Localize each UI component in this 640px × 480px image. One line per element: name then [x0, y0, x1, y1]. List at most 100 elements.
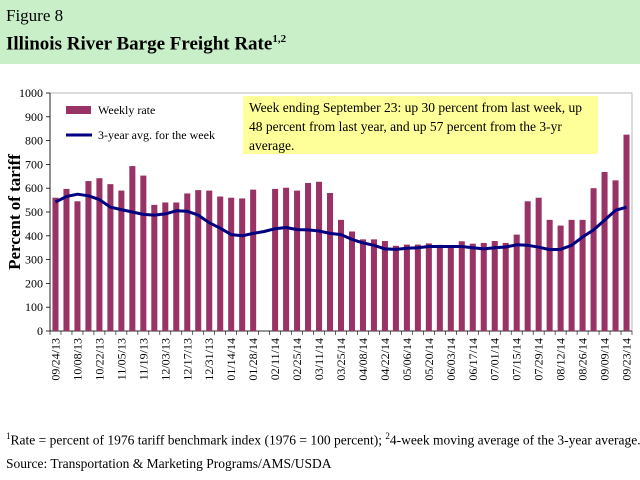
- x-tick-label: 01/28/14: [246, 338, 260, 381]
- bar: [52, 197, 59, 331]
- x-tick-label: 12/03/13: [158, 338, 172, 381]
- x-tick-label: 11/19/13: [136, 338, 150, 380]
- x-tick-label: 02/11/14: [268, 338, 282, 380]
- legend-label-line: 3-year avg. for the week: [98, 128, 215, 142]
- x-tick-label: 10/08/13: [70, 338, 84, 381]
- bar: [612, 180, 619, 331]
- legend: Weekly rate 3-year avg. for the week: [66, 103, 215, 142]
- x-tick-label: 03/25/14: [334, 338, 348, 381]
- x-tick-label: 07/01/14: [488, 338, 502, 381]
- x-tick-label: 03/11/14: [312, 338, 326, 380]
- bar: [63, 188, 70, 331]
- bar: [217, 196, 224, 331]
- x-tick-label: 05/06/14: [400, 338, 414, 381]
- avg-line: [54, 192, 627, 252]
- x-tick-label: 02/25/14: [290, 338, 304, 381]
- bar: [118, 190, 125, 331]
- legend-swatch-bar: [66, 106, 91, 114]
- bar: [272, 188, 279, 331]
- bar: [447, 245, 454, 331]
- bar: [129, 166, 136, 331]
- chart-title-superscript: 1,2: [272, 33, 287, 45]
- x-tick-label: 06/03/14: [444, 338, 458, 381]
- figure-label: Figure 8: [6, 6, 64, 25]
- bar: [316, 181, 323, 331]
- bar: [458, 241, 465, 331]
- x-tick-label: 12/17/13: [180, 338, 194, 381]
- bar: [469, 243, 476, 331]
- x-tick-label: 10/22/13: [92, 338, 106, 381]
- bar: [85, 181, 92, 331]
- source-note: Source: Transportation & Marketing Progr…: [6, 456, 332, 471]
- bar: [502, 242, 509, 331]
- bar: [590, 188, 597, 331]
- bar: [96, 178, 103, 331]
- bar: [403, 244, 410, 331]
- x-tick-label: 04/08/14: [356, 338, 370, 381]
- bar: [381, 241, 388, 331]
- x-tick-label: 09/09/14: [598, 338, 612, 381]
- bar: [513, 234, 520, 331]
- bar: [326, 192, 334, 331]
- footnote-sup-2: 2: [385, 431, 390, 441]
- bar: [524, 201, 531, 331]
- x-tick-label: 06/17/14: [466, 338, 480, 381]
- y-tick-label: 600: [25, 181, 43, 195]
- bar: [414, 244, 421, 331]
- bar: [239, 198, 246, 331]
- y-tick-label: 500: [25, 205, 43, 219]
- bar: [579, 219, 586, 331]
- x-tick-label: 11/05/13: [114, 338, 128, 380]
- bar: [173, 202, 180, 331]
- y-tick-label: 300: [25, 253, 43, 267]
- bar: [74, 201, 81, 331]
- chart-title: Illinois River Barge Freight Rate: [6, 33, 273, 55]
- bar: [337, 219, 345, 331]
- footnote-text-2: 4-week moving average of the 3-year aver…: [389, 432, 640, 448]
- y-tick-label: 400: [25, 229, 43, 243]
- annotation-box: Week ending September 23: up 30 percent …: [243, 96, 598, 154]
- x-tick-label: 04/22/14: [378, 338, 392, 381]
- x-tick-label: 08/26/14: [576, 338, 590, 381]
- bar: [425, 243, 432, 331]
- x-tick-label: 07/29/14: [532, 338, 546, 381]
- y-axis-ticks: 0 100 200 300 400 500 600 700 800 900 1000: [19, 86, 633, 338]
- bar: [250, 189, 257, 331]
- x-tick-label: 05/20/14: [422, 338, 436, 381]
- y-tick-label: 200: [25, 276, 43, 290]
- y-axis-label: Percent of tariff: [5, 154, 24, 270]
- legend-label-bar: Weekly rate: [98, 103, 155, 117]
- bar: [480, 242, 487, 331]
- y-tick-label: 800: [25, 134, 43, 148]
- x-axis-labels: 09/24/13 10/08/13 10/22/13 11/05/13 11/19/13…: [48, 338, 633, 381]
- bar: [392, 245, 399, 331]
- bar: [162, 202, 169, 331]
- bar: [140, 175, 147, 331]
- bar: [623, 134, 630, 331]
- y-tick-label: 0: [37, 324, 43, 338]
- chart-title-container: Illinois River Barge Freight Rate1,2: [6, 33, 286, 55]
- bar: [195, 190, 202, 331]
- x-tick-label: 12/31/13: [202, 338, 216, 381]
- bar: [436, 244, 443, 331]
- y-tick-label: 700: [25, 157, 43, 171]
- x-tick-label: 01/14/14: [224, 338, 238, 381]
- bar: [184, 193, 191, 331]
- bar: [370, 239, 377, 331]
- bar: [294, 190, 301, 331]
- bar: [348, 231, 356, 331]
- bar-series: [52, 134, 630, 331]
- bar: [206, 190, 213, 331]
- y-tick-label: 900: [25, 110, 43, 124]
- footnote-sup-1: 1: [6, 431, 11, 441]
- x-tick-label: 07/15/14: [510, 338, 524, 381]
- footnote: 1Rate = percent of 1976 tariff benchmark…: [6, 431, 640, 449]
- bar: [151, 204, 158, 331]
- footnote-text-1: Rate = percent of 1976 tariff benchmark …: [10, 432, 386, 448]
- bar: [305, 182, 312, 331]
- bar: [535, 197, 542, 331]
- header-band: [0, 0, 640, 64]
- bar: [557, 225, 564, 331]
- bar: [283, 187, 290, 331]
- bar: [601, 172, 608, 331]
